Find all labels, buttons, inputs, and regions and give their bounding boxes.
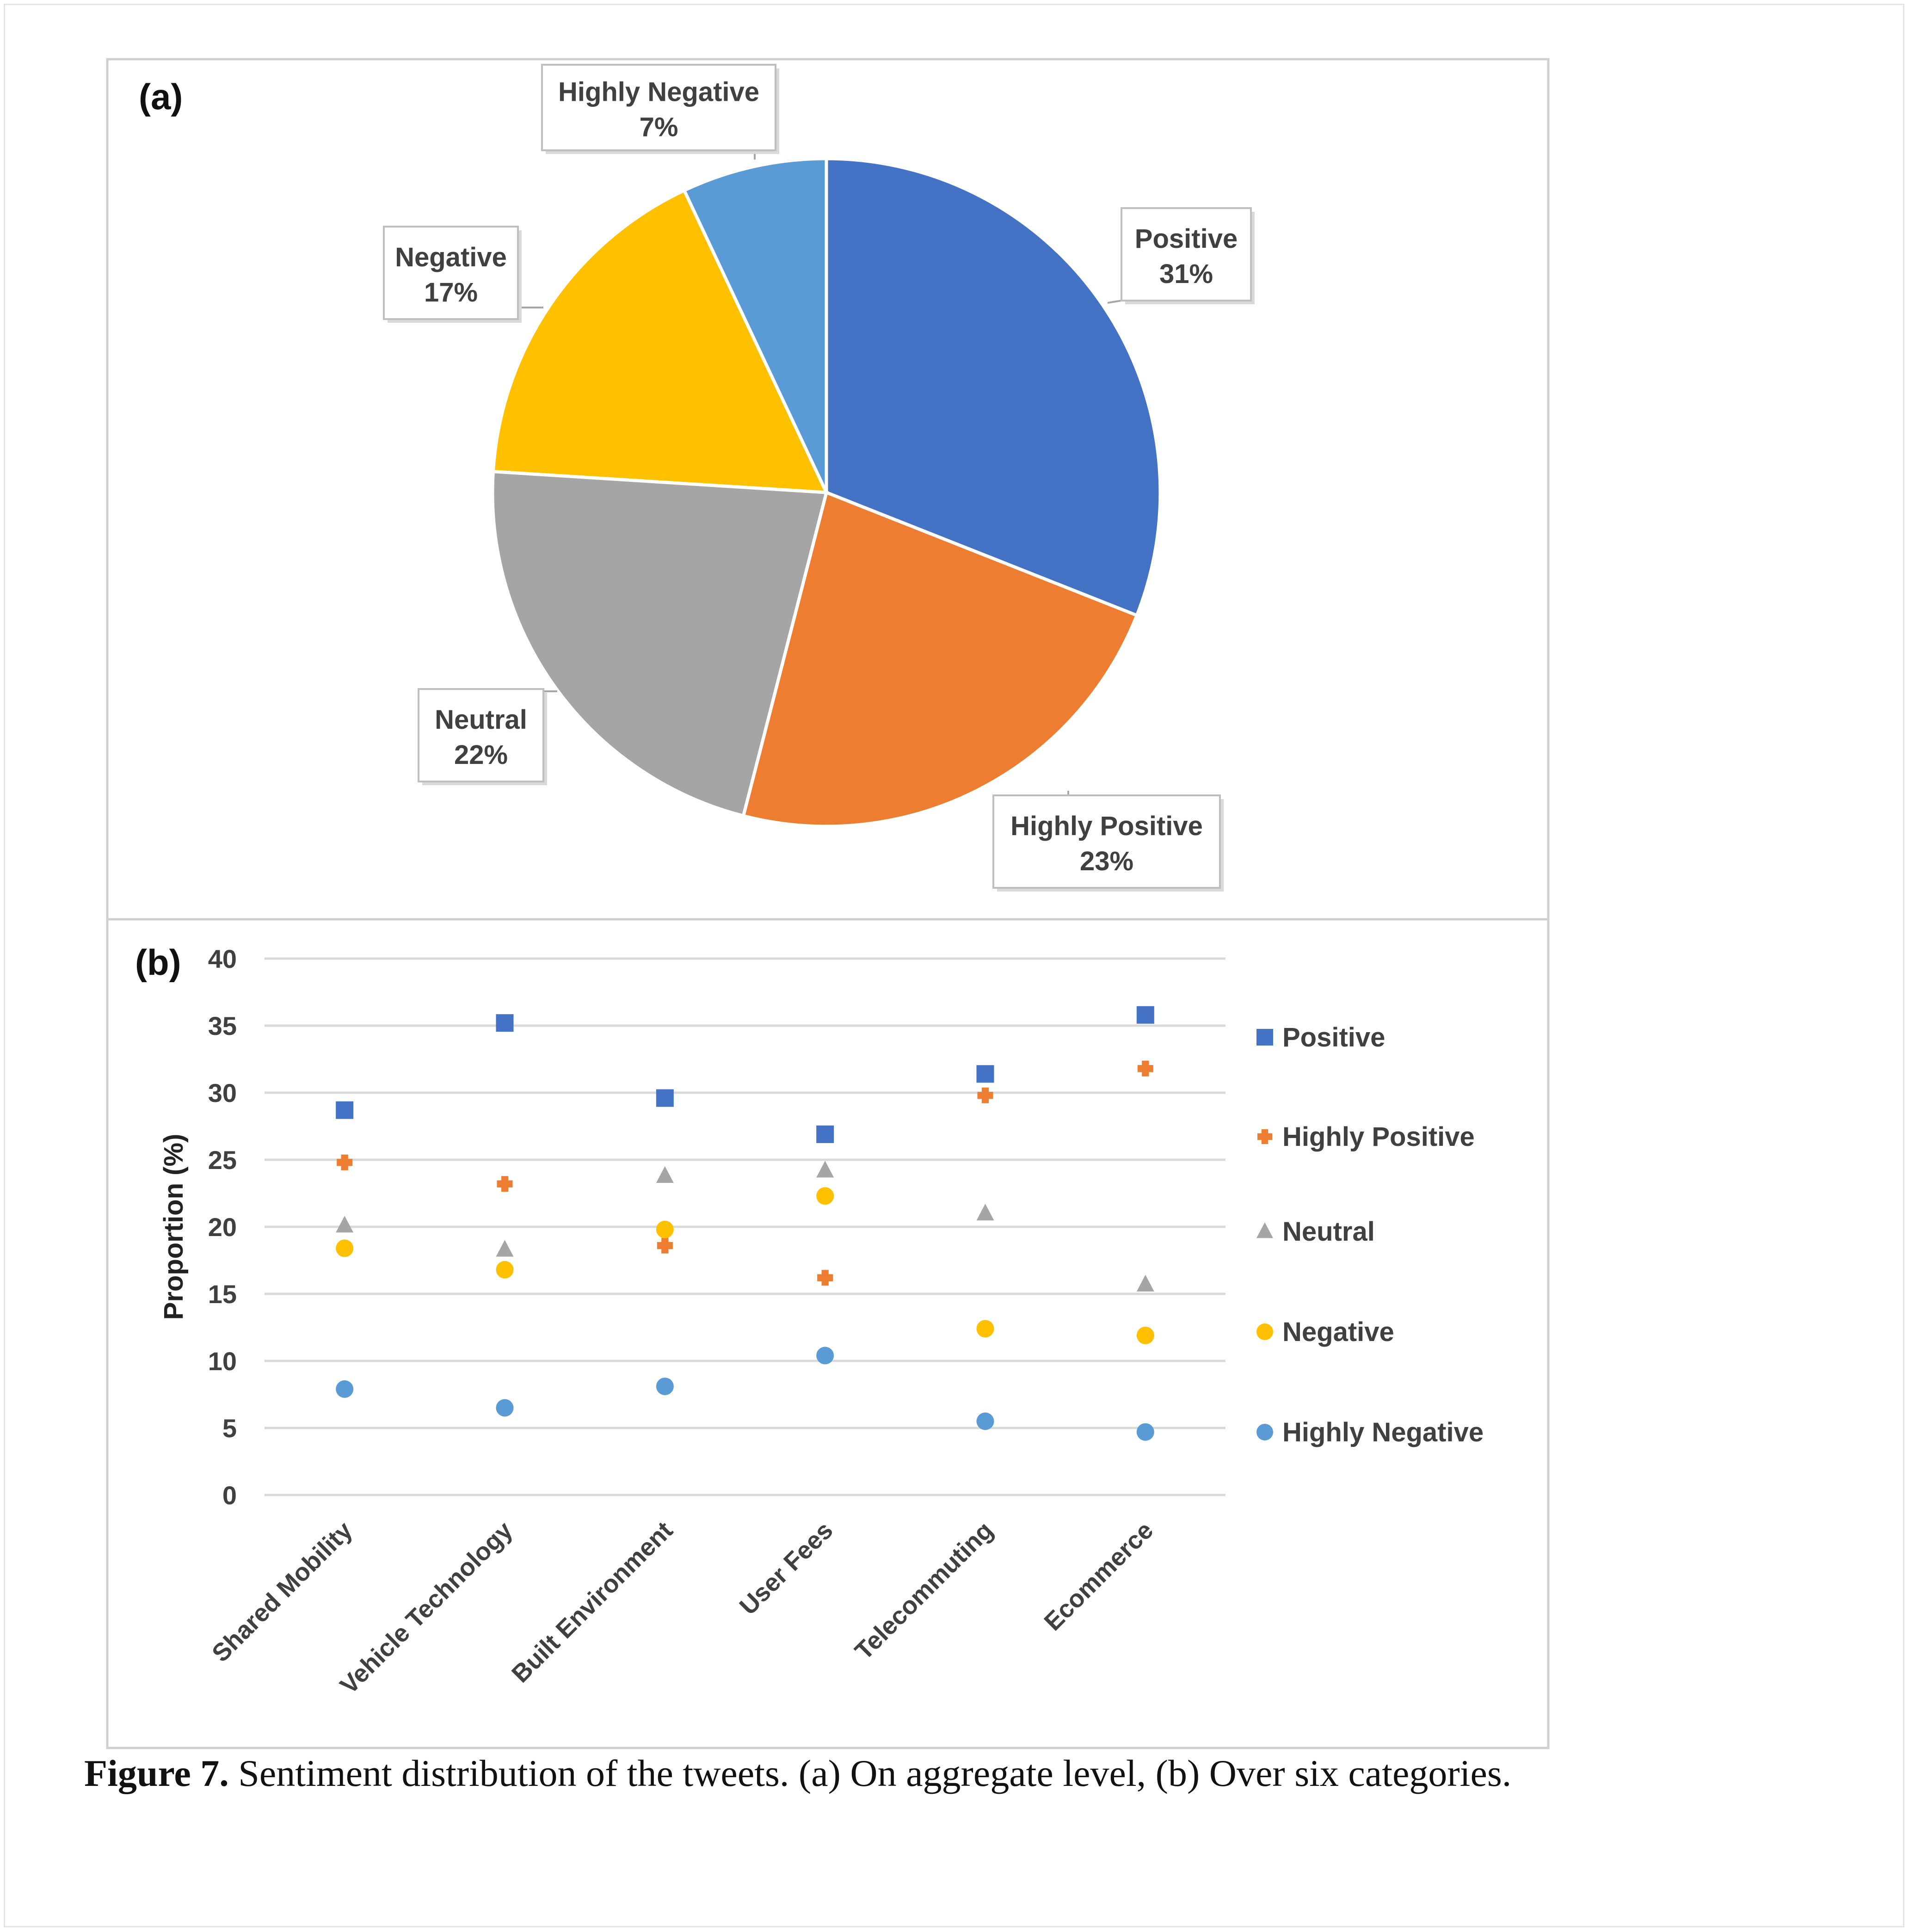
point-negative-telecommuting xyxy=(976,1320,994,1338)
point-highly-negative-telecommuting xyxy=(976,1412,994,1430)
pie-value-neutral: 22% xyxy=(454,740,508,770)
point-highly-negative-shared-mobility xyxy=(336,1380,354,1398)
legend-marker-neutral xyxy=(1256,1222,1273,1238)
pie-label-highly-positive: Highly Positive xyxy=(1010,811,1203,841)
y-tick-label: 10 xyxy=(208,1347,237,1376)
y-tick-label: 15 xyxy=(208,1280,237,1309)
point-positive-vehicle-technology xyxy=(496,1014,514,1032)
point-negative-built-environment xyxy=(656,1220,674,1238)
legend-marker-negative xyxy=(1256,1323,1273,1340)
caption-label: Figure 7. xyxy=(84,1752,229,1794)
y-tick-label: 40 xyxy=(208,944,237,973)
pie-callout-box xyxy=(1121,207,1252,301)
legend-label-positive: Positive xyxy=(1282,1022,1385,1052)
pie-label-neutral: Neutral xyxy=(435,705,527,735)
legend-marker-positive xyxy=(1256,1029,1273,1046)
pie-value-highly-positive: 23% xyxy=(1080,846,1133,876)
caption-text: Sentiment distribution of the tweets. (a… xyxy=(238,1752,1512,1794)
y-tick-label: 5 xyxy=(222,1414,237,1443)
point-negative-vehicle-technology xyxy=(496,1261,514,1279)
y-tick-label: 25 xyxy=(208,1145,237,1175)
point-highly-negative-vehicle-technology xyxy=(496,1399,514,1417)
y-axis-label: Proportion (%) xyxy=(159,1134,189,1320)
point-positive-built-environment xyxy=(656,1089,674,1107)
point-positive-user-fees xyxy=(816,1125,834,1143)
point-neutral-built-environment xyxy=(656,1166,674,1183)
point-highly-positive-built-environment xyxy=(657,1237,673,1254)
panel-b-label: (b) xyxy=(135,942,181,983)
point-highly-positive-vehicle-technology xyxy=(497,1176,513,1192)
y-tick-label: 35 xyxy=(208,1011,237,1040)
pie-callout-box xyxy=(992,794,1221,889)
pie-callout-box xyxy=(418,688,544,782)
point-neutral-vehicle-technology xyxy=(496,1240,514,1257)
pie-callout-box xyxy=(541,64,776,151)
point-highly-negative-built-environment xyxy=(656,1378,674,1396)
y-tick-label: 20 xyxy=(208,1212,237,1242)
point-highly-negative-user-fees xyxy=(816,1347,834,1365)
pie-slice-highly-negative xyxy=(682,157,828,493)
panel-b-frame xyxy=(106,918,1550,1749)
point-negative-ecommerce xyxy=(1136,1326,1154,1344)
point-positive-telecommuting xyxy=(976,1065,994,1083)
y-tick-label: 30 xyxy=(208,1078,237,1108)
legend-marker-highly-negative xyxy=(1256,1424,1273,1440)
pie-value-negative: 17% xyxy=(424,277,478,308)
point-highly-negative-ecommerce xyxy=(1136,1423,1154,1441)
pie-slice-highly-positive xyxy=(741,490,1139,828)
point-negative-shared-mobility xyxy=(336,1239,354,1257)
point-positive-ecommerce xyxy=(1136,1006,1154,1024)
point-highly-positive-shared-mobility xyxy=(337,1154,353,1170)
point-neutral-ecommerce xyxy=(1136,1274,1154,1292)
page-frame xyxy=(4,4,1904,1927)
legend-marker-highly-positive xyxy=(1257,1129,1272,1144)
point-neutral-shared-mobility xyxy=(336,1216,354,1233)
pie-leader-line xyxy=(1107,300,1122,304)
point-highly-positive-telecommuting xyxy=(977,1087,993,1103)
y-tick-label: 0 xyxy=(222,1481,237,1510)
pie-slice-negative xyxy=(491,188,829,494)
pie-value-positive: 31% xyxy=(1159,259,1213,289)
legend-label-highly-positive: Highly Positive xyxy=(1282,1122,1475,1152)
panel-a-label: (a) xyxy=(139,76,183,117)
legend-label-neutral: Neutral xyxy=(1282,1217,1375,1247)
figure-caption: Figure 7. Sentiment distribution of the … xyxy=(84,1752,1841,1795)
pie-chart: Positive 31% Highly Positive 23% Neutral 22% N… xyxy=(383,64,1255,892)
pie-label-negative: Negative xyxy=(395,242,507,272)
legend-label-highly-negative: Highly Negative xyxy=(1282,1417,1484,1447)
point-negative-user-fees xyxy=(816,1187,834,1205)
pie-slice-neutral xyxy=(491,469,829,818)
point-highly-positive-user-fees xyxy=(817,1270,833,1286)
pie-slice-positive xyxy=(825,157,1162,618)
point-highly-positive-ecommerce xyxy=(1137,1060,1153,1077)
point-neutral-user-fees xyxy=(816,1161,834,1178)
pie-callout-box xyxy=(383,226,519,320)
pie-value-highly-negative: 7% xyxy=(640,112,678,142)
point-positive-shared-mobility xyxy=(336,1101,354,1119)
point-neutral-telecommuting xyxy=(976,1204,994,1221)
legend-label-negative: Negative xyxy=(1282,1317,1394,1347)
pie-label-highly-negative: Highly Negative xyxy=(558,77,759,107)
pie-label-positive: Positive xyxy=(1135,224,1238,254)
